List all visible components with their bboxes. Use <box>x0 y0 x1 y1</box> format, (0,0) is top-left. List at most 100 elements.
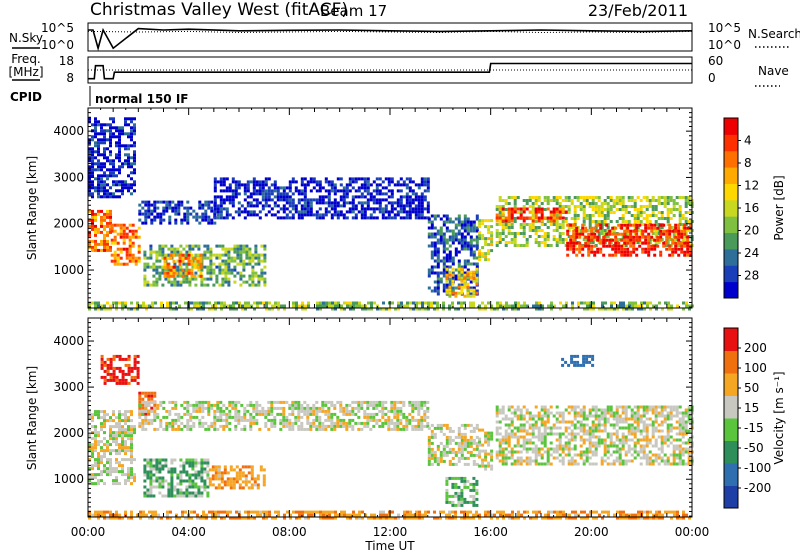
power-cell <box>127 147 130 151</box>
power-cell <box>155 280 159 284</box>
power-cell <box>567 211 571 214</box>
velocity-cell <box>297 409 301 413</box>
velocity-cell <box>351 412 355 416</box>
power-cell <box>396 180 400 184</box>
noise-panel-frame <box>87 22 693 52</box>
power-cell <box>321 216 325 220</box>
velocity-cell <box>345 424 349 428</box>
power-cell <box>421 307 424 311</box>
velocity-cell <box>201 424 205 428</box>
power-cell <box>220 304 223 308</box>
power-cell <box>570 202 574 205</box>
power-cell <box>152 283 156 287</box>
velocity-cell <box>206 494 210 498</box>
power-cell <box>158 271 162 275</box>
power-cell <box>306 180 310 184</box>
velocity-cell <box>366 424 370 428</box>
velocity-cell <box>165 409 169 413</box>
power-cell <box>603 202 607 205</box>
power-cell <box>596 223 600 227</box>
power-cell <box>472 250 476 254</box>
power-cell <box>303 186 307 190</box>
power-cell <box>225 195 229 199</box>
power-cell <box>127 153 130 157</box>
velocity-cell <box>115 431 118 435</box>
velocity-cell <box>357 406 361 410</box>
power-cell <box>507 196 511 199</box>
velocity-cell <box>213 424 217 428</box>
power-cell <box>552 216 556 220</box>
power-cell <box>134 232 138 236</box>
power-cell <box>257 259 261 263</box>
power-cell <box>445 229 449 233</box>
power-cell <box>300 216 304 220</box>
power-cell <box>543 223 547 226</box>
velocity-cell <box>445 435 449 439</box>
velocity-cell <box>103 425 106 429</box>
velocity-cell <box>234 409 238 413</box>
velocity-cell <box>417 409 421 413</box>
power-cell <box>149 256 153 260</box>
power-cell <box>168 215 172 219</box>
power-cell <box>608 253 612 257</box>
power-cell <box>119 250 123 254</box>
power-cell <box>152 262 156 266</box>
power-cell <box>210 200 214 204</box>
power-cell <box>94 126 97 130</box>
power-cell <box>179 250 183 254</box>
power-cell <box>188 247 192 251</box>
velocity-cell <box>255 403 259 407</box>
power-colorbar-swatch <box>724 150 738 168</box>
power-cell <box>191 265 195 269</box>
velocity-cell <box>318 421 322 425</box>
power-cell <box>525 199 529 202</box>
power-cell <box>611 253 615 257</box>
power-cell <box>516 232 520 235</box>
velocity-cell <box>217 477 221 481</box>
velocity-cell <box>179 479 183 483</box>
velocity-cell <box>309 406 313 410</box>
velocity-cell <box>115 452 118 456</box>
power-cell <box>629 238 633 242</box>
velocity-cell <box>237 418 241 422</box>
velocity-cell <box>112 366 116 370</box>
power-cell <box>495 244 499 247</box>
power-cell <box>507 210 511 214</box>
nave-tick-top: 60 <box>708 54 723 68</box>
power-cell <box>147 203 151 207</box>
power-cell <box>540 219 544 223</box>
power-cell <box>572 241 576 245</box>
power-cell <box>94 307 97 311</box>
velocity-cell <box>204 406 208 410</box>
power-cell <box>144 215 148 219</box>
power-cell <box>543 196 547 199</box>
velocity-cell <box>155 458 159 462</box>
velocity-cell <box>109 357 113 361</box>
power-cell <box>128 241 132 245</box>
power-cell <box>137 250 141 254</box>
power-cell <box>186 221 190 225</box>
velocity-cell <box>206 485 210 489</box>
velocity-cell <box>427 453 431 457</box>
velocity-cell <box>258 403 262 407</box>
power-cell <box>571 304 574 308</box>
power-cell <box>228 213 232 217</box>
power-cell <box>393 183 397 187</box>
power-cell <box>641 232 645 236</box>
power-cell <box>448 294 452 298</box>
power-cell <box>243 186 247 190</box>
power-cell <box>110 226 114 230</box>
power-cell <box>97 153 100 157</box>
power-cell <box>209 268 213 272</box>
velocity-cell <box>297 400 301 404</box>
power-cell <box>644 250 648 254</box>
power-cell <box>288 186 292 190</box>
power-cell <box>396 183 400 187</box>
velocity-cell <box>91 449 94 453</box>
power-cell <box>309 207 313 211</box>
velocity-cell <box>300 424 304 428</box>
power-cell <box>145 304 148 308</box>
velocity-cell <box>246 418 250 422</box>
velocity-cell <box>152 464 156 468</box>
power-cell <box>209 247 213 251</box>
